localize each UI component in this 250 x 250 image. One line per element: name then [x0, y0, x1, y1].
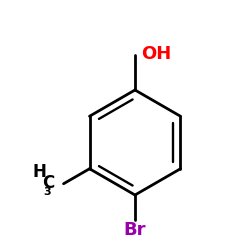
Text: 3: 3 — [44, 187, 51, 197]
Text: Br: Br — [124, 221, 146, 239]
Text: H: H — [32, 163, 46, 181]
Text: OH: OH — [141, 45, 172, 63]
Text: C: C — [42, 174, 55, 192]
